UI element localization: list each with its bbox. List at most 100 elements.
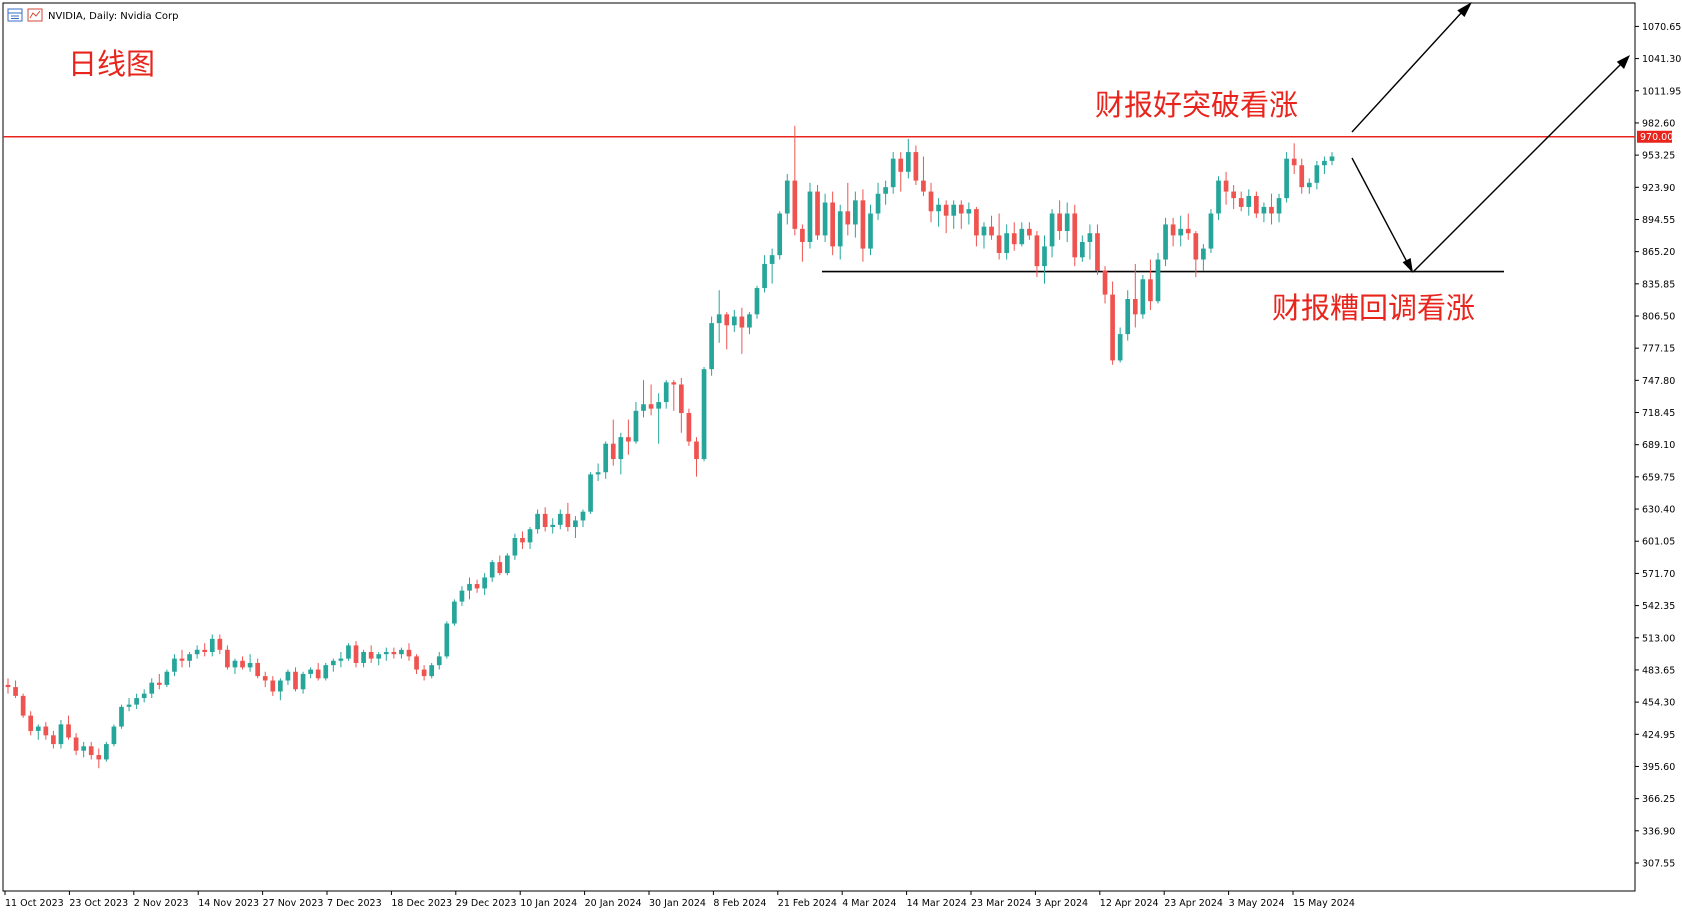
- candle-down[interactable]: [66, 724, 71, 738]
- candle-down[interactable]: [913, 152, 919, 181]
- candle-down[interactable]: [921, 180, 926, 192]
- candle-down[interactable]: [20, 695, 26, 716]
- candle-up[interactable]: [111, 726, 117, 745]
- candle-up[interactable]: [58, 724, 64, 745]
- candle-up[interactable]: [1019, 228, 1025, 245]
- candle-up[interactable]: [936, 204, 941, 212]
- candle-down[interactable]: [43, 726, 49, 736]
- candle-up[interactable]: [716, 314, 722, 324]
- candle-up[interactable]: [754, 288, 760, 315]
- candle-up[interactable]: [527, 529, 533, 543]
- candle-down[interactable]: [406, 649, 412, 657]
- candle-up[interactable]: [588, 474, 593, 512]
- candle-down[interactable]: [739, 316, 745, 328]
- candle-up[interactable]: [1306, 182, 1312, 188]
- candle-up[interactable]: [1314, 165, 1320, 183]
- candle-up[interactable]: [875, 193, 881, 214]
- candle-up[interactable]: [1201, 248, 1206, 260]
- candle-down[interactable]: [96, 755, 102, 760]
- candle-down[interactable]: [1095, 233, 1100, 271]
- candle-down[interactable]: [225, 649, 230, 668]
- candle-up[interactable]: [535, 513, 540, 530]
- candle-up[interactable]: [436, 656, 442, 666]
- candle-down[interactable]: [610, 443, 616, 460]
- candle-down[interactable]: [830, 202, 836, 247]
- candle-down[interactable]: [51, 735, 56, 745]
- candle-down[interactable]: [13, 687, 18, 696]
- candle-down[interactable]: [156, 682, 162, 685]
- candle-up[interactable]: [346, 645, 351, 659]
- candle-up[interactable]: [853, 200, 858, 225]
- candle-down[interactable]: [353, 645, 359, 663]
- candle-down[interactable]: [1102, 270, 1108, 295]
- candle-up[interactable]: [1163, 224, 1168, 260]
- candle-down[interactable]: [694, 441, 699, 460]
- candle-down[interactable]: [1072, 213, 1078, 258]
- candle-down[interactable]: [974, 209, 979, 236]
- candle-down[interactable]: [928, 191, 934, 212]
- candle-up[interactable]: [399, 649, 404, 655]
- candle-up[interactable]: [837, 211, 843, 247]
- candle-up[interactable]: [883, 187, 888, 194]
- candle-down[interactable]: [1057, 213, 1062, 232]
- candle-up[interactable]: [232, 660, 238, 668]
- candle-up[interactable]: [1117, 334, 1123, 361]
- candle-up[interactable]: [323, 665, 329, 679]
- candle-down[interactable]: [1291, 158, 1297, 166]
- candle-down[interactable]: [860, 200, 866, 249]
- candle-up[interactable]: [278, 680, 283, 692]
- candle-up[interactable]: [444, 623, 450, 657]
- candle-up[interactable]: [149, 682, 155, 694]
- candle-up[interactable]: [762, 263, 767, 289]
- candle-down[interactable]: [815, 191, 820, 236]
- candle-down[interactable]: [943, 204, 949, 216]
- candle-up[interactable]: [429, 665, 435, 677]
- candle-up[interactable]: [81, 746, 87, 751]
- candle-down[interactable]: [1034, 235, 1040, 267]
- candle-down[interactable]: [542, 513, 548, 528]
- candle-up[interactable]: [338, 658, 344, 661]
- candle-up[interactable]: [822, 202, 828, 236]
- candle-up[interactable]: [557, 513, 563, 525]
- candle-up[interactable]: [777, 213, 783, 256]
- candle-up[interactable]: [194, 649, 200, 655]
- candle-down[interactable]: [1231, 191, 1236, 199]
- candle-down[interactable]: [1223, 180, 1229, 192]
- candle-up[interactable]: [966, 209, 972, 214]
- candle-down[interactable]: [679, 384, 684, 414]
- candle-up[interactable]: [573, 520, 578, 528]
- candle-up[interactable]: [1261, 206, 1267, 214]
- candle-up[interactable]: [618, 437, 624, 460]
- candle-down[interactable]: [421, 669, 427, 677]
- candle-up[interactable]: [1284, 158, 1289, 199]
- candle-down[interactable]: [648, 404, 654, 409]
- candle-down[interactable]: [217, 638, 223, 650]
- candle-up[interactable]: [452, 601, 457, 624]
- candle-up[interactable]: [1246, 195, 1252, 207]
- candle-up[interactable]: [361, 652, 366, 663]
- candle-up[interactable]: [890, 158, 896, 188]
- candle-down[interactable]: [315, 669, 321, 679]
- candle-down[interactable]: [1185, 228, 1191, 234]
- candle-up[interactable]: [1216, 180, 1221, 214]
- candle-up[interactable]: [603, 443, 609, 473]
- candle-down[interactable]: [270, 680, 276, 692]
- candle-down[interactable]: [1193, 233, 1199, 260]
- candle-up[interactable]: [1276, 198, 1282, 214]
- candle-down[interactable]: [898, 158, 904, 172]
- candle-down[interactable]: [368, 652, 374, 659]
- candle-up[interactable]: [951, 204, 957, 216]
- candle-up[interactable]: [504, 555, 510, 574]
- candle-down[interactable]: [1148, 279, 1153, 302]
- candle-down[interactable]: [671, 382, 677, 385]
- candle-up[interactable]: [633, 410, 639, 442]
- candle-up[interactable]: [580, 511, 586, 521]
- candle-down[interactable]: [262, 676, 268, 681]
- candle-down[interactable]: [73, 737, 79, 751]
- candle-up[interactable]: [308, 669, 313, 674]
- candle-down[interactable]: [1269, 206, 1274, 214]
- candle-up[interactable]: [807, 191, 813, 242]
- candle-down[interactable]: [5, 684, 11, 688]
- candle-down[interactable]: [1299, 165, 1305, 188]
